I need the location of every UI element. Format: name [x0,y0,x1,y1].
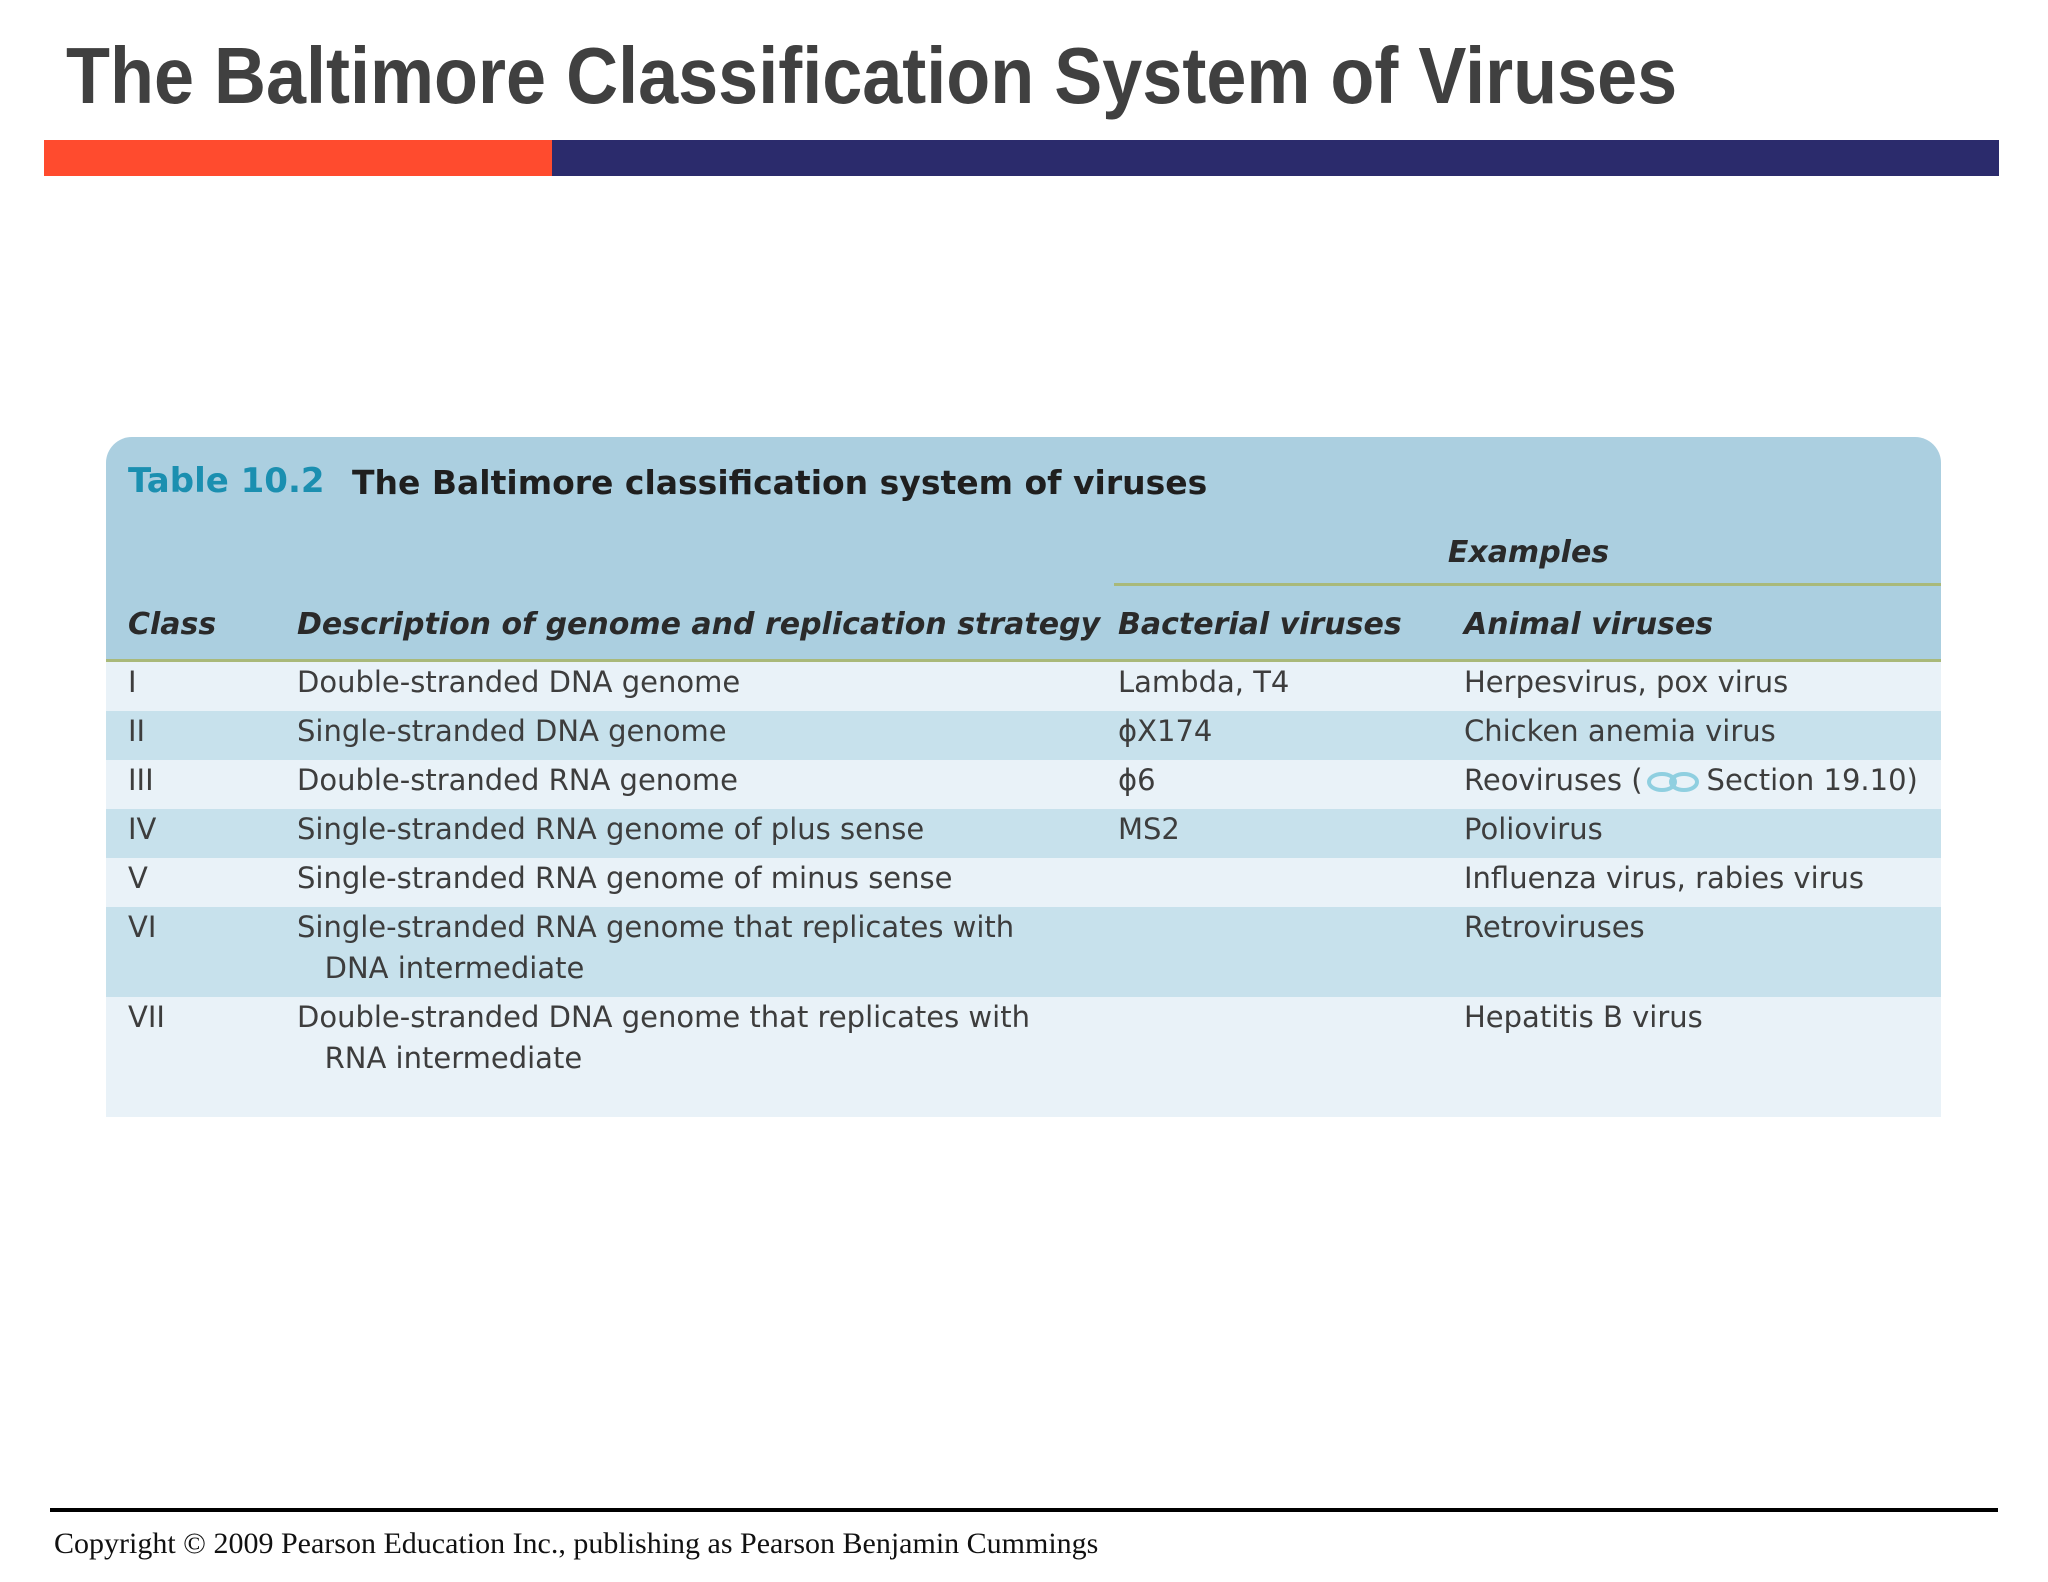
title-underline-bar [44,140,1999,176]
header-divider [106,659,1941,662]
cell-animal-virus: Hepatitis B virus [1464,1000,1703,1034]
table-row: IV Single-stranded RNA genome of plus se… [106,809,1941,858]
cell-animal-virus: Reoviruses ( Section 19.10) [1464,760,1918,801]
cell-description: Single-stranded RNA genome of plus sense [297,812,925,846]
cell-animal-virus: Retroviruses [1464,910,1645,944]
cell-class: I [128,665,137,699]
footer-divider [50,1508,1998,1512]
cell-class: IV [128,812,157,846]
cell-animal-virus-prefix: Reoviruses ( [1464,763,1643,797]
column-header-animal-viruses: Animal viruses [1464,607,1714,642]
title-bar-accent-segment [44,140,552,176]
cell-bacterial-virus: MS2 [1118,812,1180,846]
cell-description: Single-stranded RNA genome of minus sens… [297,861,953,895]
cell-bacterial-virus: ϕ6 [1118,763,1156,797]
cell-description: Double-stranded DNA genome that replicat… [297,1000,1030,1075]
cell-class: VII [128,1000,165,1034]
classification-table: Table 10.2 The Baltimore classification … [106,437,1941,1117]
table-row: V Single-stranded RNA genome of minus se… [106,858,1941,907]
column-header-bacterial-viruses: Bacterial viruses [1118,607,1402,642]
column-header-class: Class [128,607,217,642]
copyright-notice: Copyright © 2009 Pearson Education Inc.,… [54,1527,1099,1560]
table-row: VII Double-stranded DNA genome that repl… [106,997,1941,1087]
table-row: VI Single-stranded RNA genome that repli… [106,907,1941,997]
slide-title: The Baltimore Classification System of V… [66,31,1678,120]
table-caption-number: Table 10.2 [128,461,325,501]
cell-class: VI [128,910,157,944]
cell-animal-virus: Herpesvirus, pox virus [1464,665,1789,699]
table-row: III Double-stranded RNA genome ϕ6 Reovir… [106,760,1941,809]
table-row: I Double-stranded DNA genome Lambda, T4 … [106,662,1941,711]
cell-class: II [128,714,146,748]
table-caption-title: The Baltimore classification system of v… [352,463,1208,502]
examples-divider [1114,583,1941,586]
cell-description: Single-stranded DNA genome [297,714,727,748]
table-body: I Double-stranded DNA genome Lambda, T4 … [106,662,1941,1087]
cell-bacterial-virus: ϕX174 [1118,714,1213,748]
cell-bacterial-virus: Lambda, T4 [1118,665,1290,699]
cell-class: V [128,861,148,895]
table-header: Table 10.2 The Baltimore classification … [106,437,1941,662]
cell-animal-virus-section-link[interactable]: Section 19.10) [1706,763,1918,797]
cell-description: Double-stranded RNA genome [297,763,739,797]
table-row: II Single-stranded DNA genome ϕX174 Chic… [106,711,1941,760]
cell-animal-virus: Chicken anemia virus [1464,714,1776,748]
cell-animal-virus: Influenza virus, rabies virus [1464,861,1865,895]
column-header-description: Description of genome and replication st… [297,607,1101,642]
examples-group-header: Examples [1447,535,1610,570]
cell-animal-virus: Poliovirus [1464,812,1603,846]
title-bar-main-segment [552,140,1999,176]
cell-description: Single-stranded RNA genome that replicat… [297,910,1015,985]
link-icon[interactable] [1645,770,1701,794]
cell-class: III [128,763,154,797]
cell-description: Double-stranded DNA genome [297,665,741,699]
